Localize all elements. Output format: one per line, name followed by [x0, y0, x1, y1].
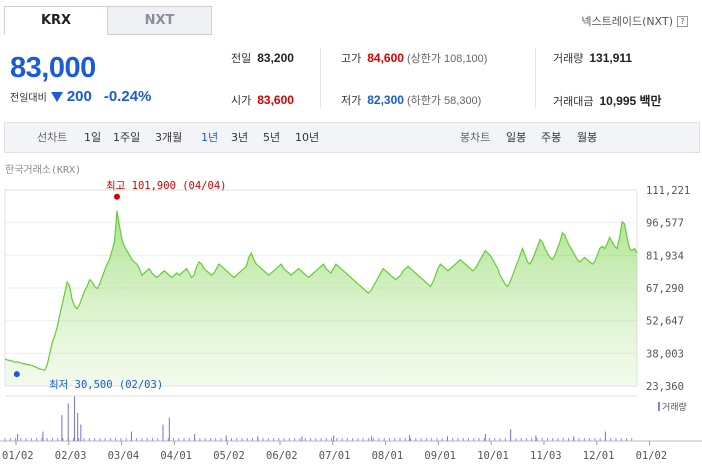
x-tick-label: 01/02 [636, 450, 668, 462]
nxt-link-label: 넥스트레이드(NXT) [581, 15, 673, 28]
market-tabs: KRX NXT [4, 6, 212, 35]
candle-monthly[interactable]: 월봉 [577, 131, 598, 144]
prev-close-value: 83,200 [257, 51, 294, 65]
x-tick-label: 10/01 [477, 450, 509, 462]
low-label: 저가 [341, 94, 362, 107]
y-tick-label: 81,934 [646, 250, 684, 262]
x-tick-label: 06/02 [266, 450, 298, 462]
x-tick-label: 09/01 [424, 450, 456, 462]
price-summary: 전일 83,200 고가 84,600 (상한가 108,100) 거래량 131,91… [215, 40, 702, 116]
volume-label: 거래량 [553, 52, 584, 65]
low-value: 82,300 [367, 93, 404, 107]
prev-close-label: 전일 [231, 52, 252, 65]
divider [535, 48, 536, 108]
price-chart: 한국거래소(KRX) 111,221 96,577 81,934 67,290 52,64… [0, 156, 702, 473]
period-3y[interactable]: 3년 [231, 131, 249, 144]
x-tick-label: 08/01 [372, 450, 404, 462]
chart-source-label: 한국거래소(KRX) [5, 164, 81, 176]
prev-close: 전일 83,200 [231, 50, 294, 66]
x-tick-label: 11/03 [530, 450, 562, 462]
low-price: 저가 82,300 (하한가 58,300) [341, 92, 481, 108]
change-percent: -0.24% [103, 88, 152, 105]
divider [320, 48, 321, 108]
period-1w[interactable]: 1주일 [113, 131, 141, 144]
y-tick-label: 38,003 [646, 348, 684, 360]
y-tick-label: 111,221 [646, 185, 690, 197]
period-1d[interactable]: 1일 [84, 131, 102, 144]
period-3m[interactable]: 3개월 [155, 131, 183, 144]
line-chart-label: 선차트 [37, 131, 68, 144]
candle-weekly[interactable]: 주봉 [541, 131, 562, 144]
max-marker [113, 193, 120, 200]
candle-daily[interactable]: 일봉 [506, 131, 527, 144]
open-label: 시가 [231, 94, 252, 107]
current-price: 83,000 [10, 52, 96, 84]
volume-legend-label: 거래량 [662, 401, 687, 413]
y-tick-label: 96,577 [646, 218, 684, 230]
amount-value: 10,995 백만 [599, 94, 662, 108]
tab-krx[interactable]: KRX [4, 6, 108, 35]
price-area [5, 210, 637, 386]
help-icon[interactable]: ? [677, 15, 688, 27]
chart-svg: 한국거래소(KRX) 111,221 96,577 81,934 67,290 52,64… [0, 164, 702, 462]
price-line [4, 210, 638, 371]
trade-amount: 거래대금 10,995 백만 [553, 92, 662, 109]
x-tick-label: 03/04 [108, 450, 140, 462]
x-tick-label: 02/03 [55, 450, 87, 462]
open-price: 시가 83,600 [231, 92, 294, 108]
x-tick-label: 12/01 [583, 450, 615, 462]
period-10y[interactable]: 10년 [295, 131, 320, 144]
volume: 거래량 131,911 [553, 50, 632, 66]
period-bar: 선차트 1일 1주일 3개월 1년 3년 5년 10년 봉차트 일봉 주봉 월봉 [4, 122, 700, 153]
y-tick-label: 52,647 [646, 316, 684, 328]
x-tick-label: 04/01 [160, 450, 192, 462]
high-price: 고가 84,600 (상한가 108,100) [341, 50, 487, 66]
period-1y[interactable]: 1년 [201, 131, 219, 144]
high-value: 84,600 [367, 51, 404, 65]
upper-limit: (상한가 108,100) [406, 53, 488, 65]
high-label: 고가 [341, 52, 362, 65]
min-marker [13, 371, 20, 378]
open-value: 83,600 [257, 93, 294, 107]
volume-legend-swatch [658, 402, 660, 411]
x-tick-label: 07/01 [319, 450, 351, 462]
nxt-link[interactable]: 넥스트레이드(NXT) ? [581, 13, 688, 29]
price-change: 전일대비 200 -0.24% [10, 88, 151, 105]
change-label: 전일대비 [10, 93, 47, 104]
candle-chart-label: 봉차트 [460, 131, 491, 144]
y-tick-label: 67,290 [646, 283, 684, 295]
down-arrow-icon [50, 91, 63, 102]
x-tick-label: 05/02 [213, 450, 245, 462]
period-5y[interactable]: 5년 [263, 131, 281, 144]
x-tick-label: 01/02 [2, 450, 34, 462]
y-tick-label: 23,360 [646, 381, 684, 393]
change-value: 200 [66, 88, 92, 105]
volume-value: 131,911 [589, 51, 633, 65]
tab-nxt[interactable]: NXT [108, 6, 212, 35]
lower-limit: (하한가 58,300) [406, 95, 482, 107]
max-label: 최고 101,900 (04/04) [106, 180, 226, 192]
amount-label: 거래대금 [553, 95, 594, 108]
min-label: 최저 30,500 (02/03) [49, 379, 163, 391]
